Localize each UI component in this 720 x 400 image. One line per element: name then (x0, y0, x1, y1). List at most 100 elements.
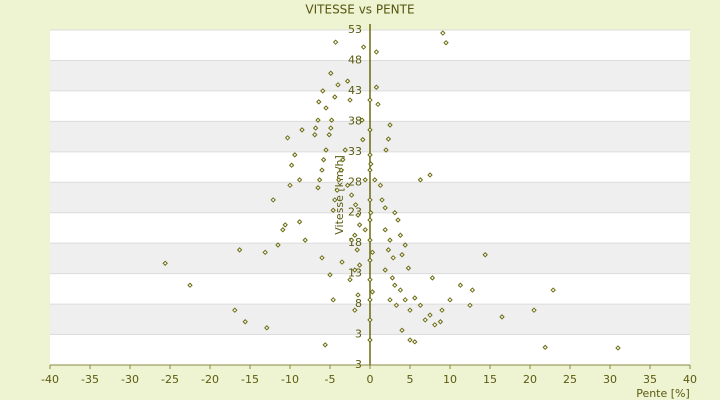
point (320, 157, 327, 163)
x-tick-label: -20 (201, 373, 219, 386)
point (312, 132, 318, 138)
y-tick-label: 3 (355, 328, 362, 341)
point (292, 152, 298, 158)
point (316, 177, 323, 183)
point (328, 125, 334, 131)
point (315, 117, 321, 123)
point (280, 227, 286, 233)
point (615, 345, 621, 351)
point (405, 265, 412, 271)
point (336, 177, 342, 183)
point (382, 267, 388, 273)
point (334, 187, 340, 193)
point (412, 339, 418, 345)
x-tick-label: 40 (683, 373, 697, 386)
point (367, 337, 373, 343)
point (236, 247, 243, 253)
point (355, 292, 361, 298)
point (362, 177, 368, 183)
x-tick-label: -25 (161, 373, 179, 386)
point (342, 147, 348, 153)
x-tick-label: 30 (603, 373, 617, 386)
x-tick-label: 10 (443, 373, 457, 386)
point (302, 237, 308, 243)
point (275, 242, 281, 248)
x-tick-label: -10 (281, 373, 299, 386)
point (296, 219, 303, 225)
y-tick-label: 38 (348, 114, 362, 127)
point (352, 202, 359, 208)
point (339, 259, 345, 265)
point (550, 287, 556, 293)
point (347, 97, 353, 103)
x-tick-label: 5 (407, 373, 414, 386)
point (330, 297, 336, 303)
point (367, 297, 373, 303)
point (299, 127, 305, 133)
point (389, 275, 396, 281)
y-tick-label: 23 (348, 206, 362, 219)
point (296, 177, 303, 183)
point (368, 210, 374, 216)
point (417, 177, 424, 183)
point (367, 152, 373, 158)
point (422, 317, 428, 323)
point (335, 82, 341, 88)
point (319, 167, 325, 173)
point (369, 249, 376, 256)
x-tick-label: -30 (121, 373, 139, 386)
chart-title: VITESSE vs PENTE (305, 3, 414, 17)
point (340, 157, 346, 163)
point (323, 147, 329, 153)
x-tick-label: 35 (643, 373, 657, 386)
point (382, 205, 388, 211)
point (347, 277, 353, 283)
point (162, 260, 168, 266)
point (373, 49, 380, 55)
x-tick-label: 15 (483, 373, 497, 386)
point (375, 101, 381, 108)
point (187, 282, 193, 288)
point (499, 314, 505, 320)
point (367, 167, 373, 173)
point (344, 182, 351, 189)
y-tick-label: 13 (348, 267, 362, 280)
x-tick-label: 25 (563, 373, 577, 386)
point (367, 317, 373, 323)
point (232, 307, 238, 313)
x-tick-label: 20 (523, 373, 537, 386)
point (407, 337, 413, 343)
point (327, 272, 333, 278)
y-tick-label: 53 (348, 23, 362, 36)
point (432, 322, 438, 328)
point (367, 217, 373, 223)
point (387, 122, 393, 128)
y-tick-label: 43 (348, 84, 362, 97)
point (262, 249, 268, 256)
point (447, 297, 453, 303)
point (457, 282, 464, 288)
point (356, 262, 363, 268)
point (359, 117, 365, 123)
point (372, 177, 378, 183)
point (399, 252, 405, 258)
point (344, 78, 351, 84)
point (284, 135, 291, 141)
point (352, 232, 358, 238)
point (392, 210, 398, 216)
point (360, 136, 366, 143)
point (407, 307, 413, 313)
point (469, 287, 476, 293)
point (367, 237, 373, 243)
x-tick-label: -35 (81, 373, 99, 386)
point (338, 167, 344, 173)
point (387, 237, 393, 243)
point (356, 222, 363, 228)
y-tick-label: 28 (348, 175, 362, 188)
y-tick-label: 8 (355, 297, 362, 310)
point (264, 325, 270, 331)
point (282, 222, 288, 228)
point (369, 289, 376, 295)
point (427, 312, 433, 318)
